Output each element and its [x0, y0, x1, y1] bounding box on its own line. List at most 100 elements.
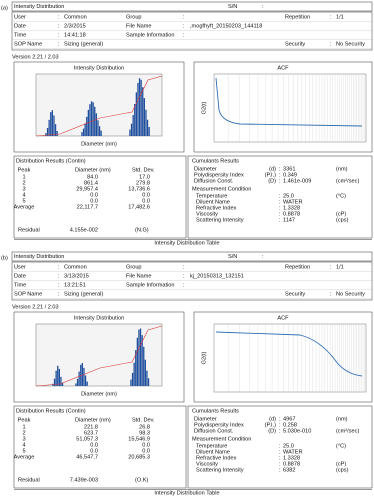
dist-table-box: [13, 155, 187, 239]
plot-title: Intensity Distribution: [74, 315, 124, 321]
dist-bar-shape: [86, 116, 88, 136]
dist-bar-shape: [75, 383, 77, 386]
cumulant-label: Diameter: [194, 166, 217, 172]
info-label: User: [14, 264, 26, 270]
dist-bar-shape: [92, 102, 94, 136]
table-header: Peak: [18, 417, 31, 423]
cumulant-value: 0.349: [283, 172, 297, 178]
acf-curve: [215, 331, 363, 377]
condition-value: 25.0: [283, 193, 294, 199]
acf-plot-frame: [193, 61, 373, 153]
cumulant-unit: (cm²/sec): [336, 428, 359, 434]
dist-bar-shape: [53, 378, 56, 386]
condition-label: Diluent Name: [196, 449, 230, 455]
cumulant-symbol: (d): [269, 166, 276, 172]
condition-value: 0.8878: [283, 211, 300, 217]
dist-bar-shape: [130, 379, 132, 386]
cumulant-value: 4967: [283, 416, 295, 422]
dist-bar-shape: [134, 104, 136, 136]
dist-bar-shape: [95, 113, 97, 136]
table-cell: 0.0: [90, 448, 98, 454]
separator: :: [279, 416, 281, 422]
table-cell: 22,117.7: [77, 204, 98, 210]
info-value: 1/1: [336, 14, 344, 20]
cumulant-value: 1.461e-009: [283, 178, 311, 184]
info-label: Repetition: [285, 264, 310, 270]
cumulant-symbol: (P.I.): [265, 172, 277, 178]
table-title: Distribution Results (Contin): [16, 408, 86, 414]
separator: :: [58, 23, 60, 29]
table-cell: 0.0: [90, 192, 98, 198]
dist-bar-shape: [148, 126, 150, 136]
separator: :: [330, 291, 332, 297]
dist-bar-shape: [57, 365, 59, 386]
table-cell: 3: [22, 186, 25, 192]
condition-unit: (°C): [336, 443, 346, 449]
cumulant-symbol: (P.I.): [265, 422, 277, 428]
dist-bar-shape: [78, 371, 80, 386]
dist-bar-shape: [81, 363, 83, 386]
info-label: Group: [126, 14, 142, 20]
table-cell: 4: [22, 192, 25, 198]
info-label: SOP Name: [14, 41, 42, 47]
dist-bar-shape: [143, 98, 145, 136]
info-value: 2/3/2015: [64, 23, 86, 29]
separator: :: [183, 32, 185, 38]
residual-status: (O.K): [135, 477, 148, 483]
condition-label: Diluent Name: [196, 199, 230, 205]
dist-bar-shape: [51, 110, 53, 136]
info-label: Date: [14, 273, 26, 279]
dist-bar-shape: [133, 362, 135, 386]
cumulants-title: Cumulants Results: [192, 408, 239, 414]
table-cell: 29,957.4: [76, 186, 98, 192]
header-title: Intensity Distribution: [14, 4, 64, 10]
header-box: [11, 1, 373, 12]
condition-label: Temperature: [196, 443, 227, 449]
table-cell: 0.0: [90, 442, 98, 448]
dist-bar-shape: [53, 115, 55, 136]
info-value: Common: [64, 264, 87, 270]
dist-bar-shape: [61, 382, 64, 386]
dist-bar-shape: [83, 367, 85, 386]
sn-label: S/N: [228, 254, 237, 260]
dist-bar-shape: [132, 115, 134, 136]
condition-value: 6382: [283, 467, 295, 473]
info-value: Common: [64, 14, 87, 20]
info-label: File Name: [126, 273, 152, 279]
version: Version 2.21 / 2.03: [12, 54, 59, 60]
cumulant-symbol: (D): [268, 178, 276, 184]
table-cell: 26.8: [139, 424, 150, 430]
dist-bar-shape: [129, 129, 131, 136]
table-caption: Intensity Distribution Table: [154, 490, 219, 496]
dist-table-box: [13, 405, 187, 489]
separator: :: [183, 23, 185, 29]
separator: :: [58, 291, 60, 297]
dist-bar-shape: [135, 350, 137, 386]
separator: :: [279, 443, 281, 449]
condition-value: 1.3328: [283, 205, 300, 211]
table-caption: Intensity Distribution Table: [154, 240, 219, 246]
cumulant-label: Diffusion Const.: [194, 428, 234, 434]
table-cell: 3: [22, 436, 25, 442]
dist-bar-shape: [140, 79, 142, 136]
info-label: Security: [285, 41, 305, 47]
dist-bar-shape: [98, 126, 101, 136]
info-label: Security: [285, 291, 305, 297]
sn-label: S/N: [228, 4, 237, 10]
separator: :: [183, 14, 185, 20]
cumulant-label: Polydispersity Index: [194, 422, 244, 428]
info-value: 3/13/2015: [64, 273, 89, 279]
dist-bar-shape: [50, 112, 52, 136]
dist-bar-shape: [146, 370, 148, 386]
table-cell: 0.0: [142, 448, 150, 454]
table-cell: 861.4: [84, 180, 98, 186]
condition-label: Scattering Intensity: [196, 467, 244, 473]
table-header: Std. Dev.: [132, 167, 155, 173]
dist-bar-shape: [136, 337, 138, 386]
table-header: Std. Dev.: [132, 417, 155, 423]
cumulants-box: [187, 155, 373, 239]
table-header: Peak: [18, 167, 31, 173]
separator: :: [279, 428, 281, 434]
table-cell: 20,685.3: [128, 454, 150, 460]
